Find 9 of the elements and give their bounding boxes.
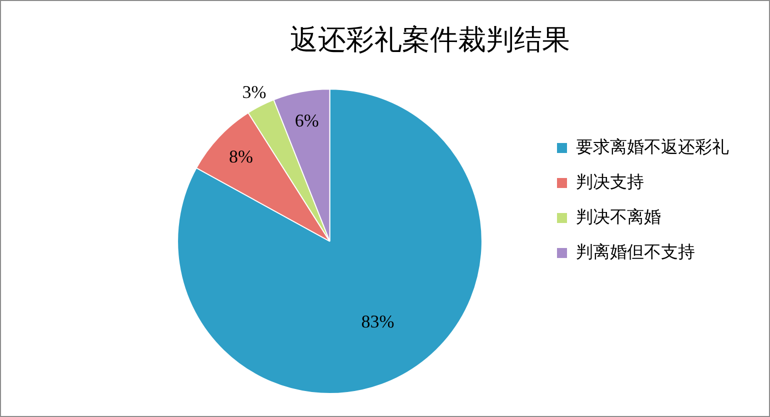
legend-label: 判决支持 <box>576 172 644 192</box>
data-label: 6% <box>294 110 319 130</box>
chart-title: 返还彩礼案件裁判结果 <box>290 24 570 56</box>
data-label: 83% <box>361 311 394 332</box>
data-label: 8% <box>228 146 253 167</box>
legend-label: 判离婚但不支持 <box>576 242 695 262</box>
data-label: 3% <box>242 82 266 102</box>
legend-label: 判决不离婚 <box>576 207 661 228</box>
legend-label: 要求离婚不返还彩礼 <box>576 137 729 158</box>
